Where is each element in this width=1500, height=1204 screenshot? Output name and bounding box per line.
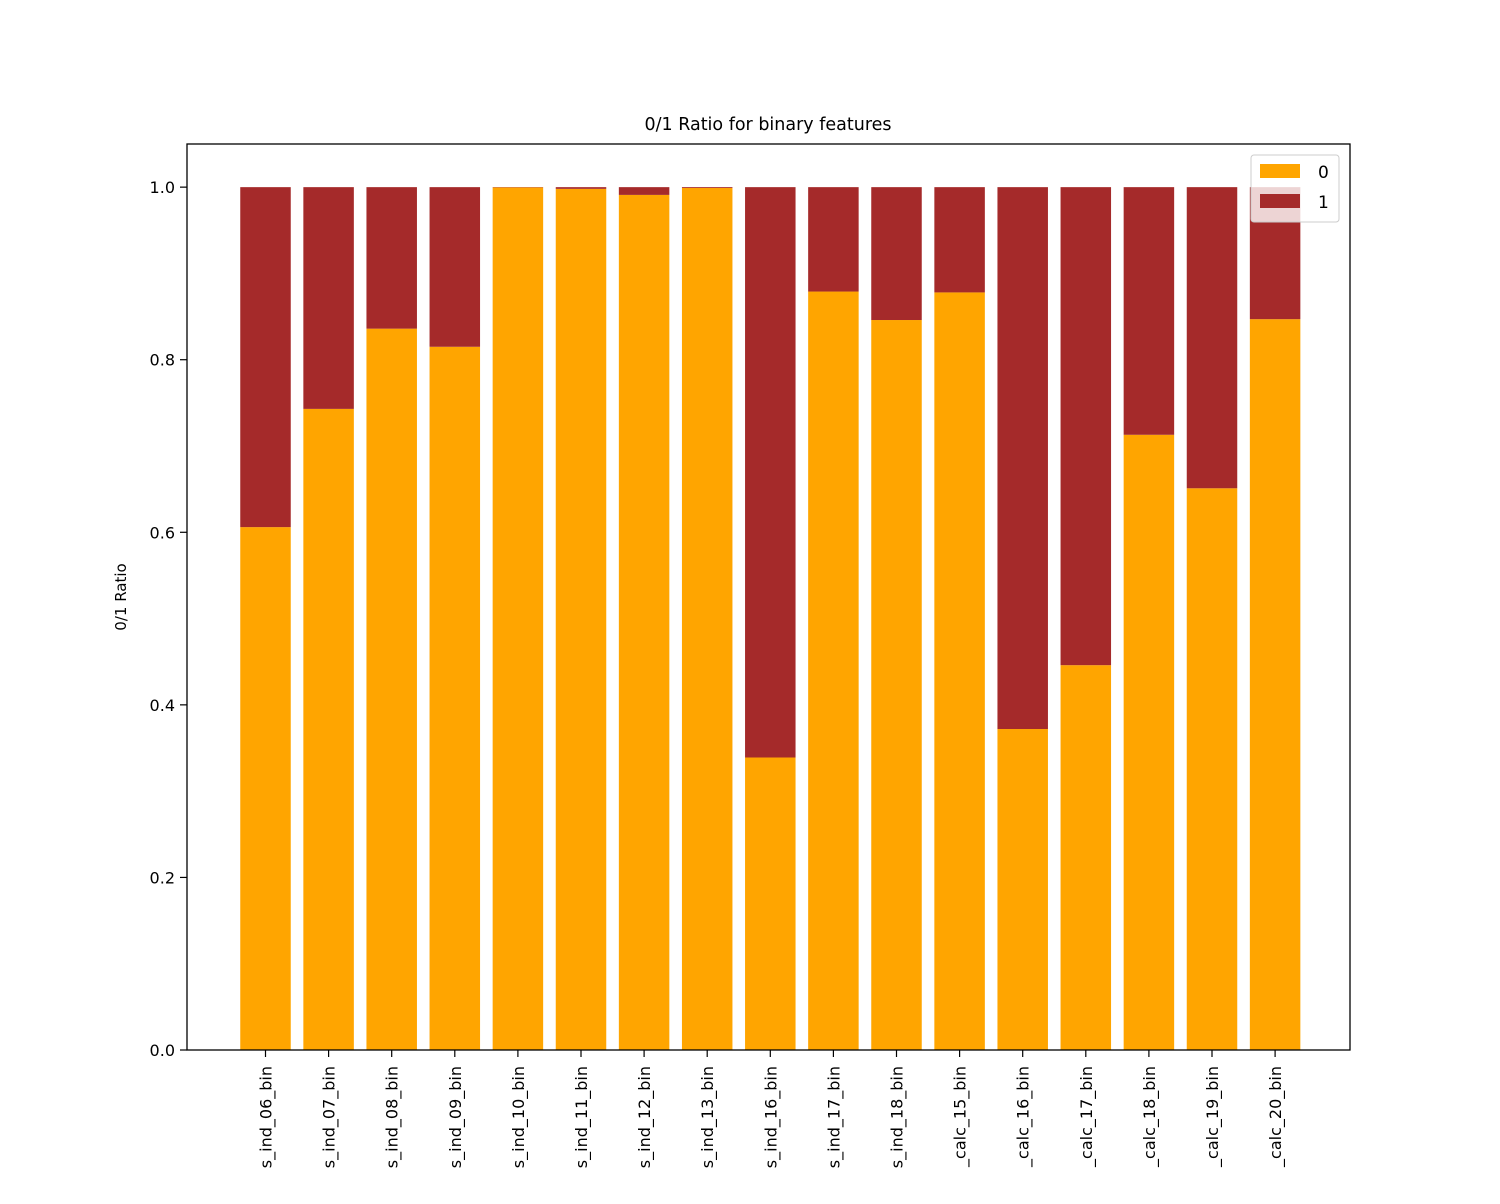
bar-_calc_16_bin-series-1 <box>997 187 1047 729</box>
bars-layer <box>240 187 1300 1050</box>
legend-swatch-0 <box>1260 164 1300 178</box>
bar-_calc_17_bin-series-1 <box>1061 187 1112 665</box>
legend: 01 <box>1251 155 1339 222</box>
x-tick-label: s_ind_18_bin <box>888 1066 908 1168</box>
y-tick-label: 1.0 <box>150 178 175 197</box>
bar-s_ind_10_bin-series-0 <box>493 187 544 1050</box>
legend-swatch-1 <box>1260 194 1300 208</box>
bar-s_ind_11_bin-series-0 <box>556 189 607 1050</box>
x-tick-label: s_ind_06_bin <box>257 1066 277 1168</box>
x-tick-label: s_ind_11_bin <box>572 1066 592 1168</box>
bar-_calc_16_bin-series-0 <box>997 729 1047 1050</box>
bar-s_ind_17_bin-series-1 <box>808 187 859 291</box>
bar-_calc_20_bin-series-0 <box>1250 319 1301 1050</box>
y-axis-label: 0/1 Ratio <box>112 563 130 630</box>
bar-s_ind_13_bin-series-1 <box>682 187 733 188</box>
bar-s_ind_11_bin-series-1 <box>556 187 607 189</box>
x-tick-label: s_ind_07_bin <box>320 1066 340 1168</box>
x-tick-label: s_ind_09_bin <box>446 1066 466 1168</box>
x-axis: s_ind_06_bin s_ind_07_bin s_ind_08_bin s_in… <box>257 1050 1287 1168</box>
bar-s_ind_07_bin-series-0 <box>303 409 354 1050</box>
chart-title: 0/1 Ratio for binary features <box>644 115 891 135</box>
x-tick-label: _calc_20_bin <box>1266 1066 1286 1168</box>
bar-_calc_18_bin-series-0 <box>1124 435 1175 1050</box>
bar-s_ind_08_bin-series-0 <box>366 329 417 1050</box>
x-tick-label: s_ind_12_bin <box>635 1066 655 1168</box>
x-tick-label: _calc_15_bin <box>951 1066 971 1168</box>
bar-s_ind_07_bin-series-1 <box>303 187 354 409</box>
bar-s_ind_18_bin-series-0 <box>871 320 922 1050</box>
y-tick-label: 0.4 <box>150 696 175 715</box>
legend-label-1: 1 <box>1318 193 1329 213</box>
x-tick-label: s_ind_17_bin <box>824 1066 844 1168</box>
x-tick-label: _calc_16_bin <box>1014 1066 1034 1168</box>
bar-_calc_18_bin-series-1 <box>1124 187 1175 435</box>
x-tick-label: s_ind_13_bin <box>698 1066 718 1168</box>
bar-_calc_17_bin-series-0 <box>1061 665 1112 1050</box>
bar-s_ind_13_bin-series-0 <box>682 188 733 1050</box>
bar-_calc_19_bin-series-1 <box>1187 187 1238 488</box>
y-tick-label: 0.8 <box>150 351 175 370</box>
y-tick-label: 0.2 <box>150 868 175 887</box>
bar-s_ind_06_bin-series-1 <box>240 187 291 527</box>
bar-s_ind_12_bin-series-0 <box>619 195 670 1050</box>
x-tick-label: _calc_18_bin <box>1140 1066 1160 1168</box>
bar-s_ind_08_bin-series-1 <box>366 187 417 329</box>
bar-_calc_15_bin-series-0 <box>934 292 985 1050</box>
x-tick-label: _calc_19_bin <box>1203 1066 1223 1168</box>
x-tick-label: s_ind_10_bin <box>509 1066 529 1168</box>
y-tick-label: 0.0 <box>150 1041 175 1060</box>
bar-s_ind_18_bin-series-1 <box>871 187 922 320</box>
x-tick-label: s_ind_08_bin <box>383 1066 403 1168</box>
legend-label-0: 0 <box>1318 163 1329 183</box>
bar-s_ind_17_bin-series-0 <box>808 292 859 1050</box>
bar-s_ind_12_bin-series-1 <box>619 187 670 195</box>
bar-s_ind_16_bin-series-1 <box>745 187 796 757</box>
x-tick-label: _calc_17_bin <box>1077 1066 1097 1168</box>
bar-s_ind_06_bin-series-0 <box>240 527 291 1050</box>
x-tick-label: s_ind_16_bin <box>761 1066 781 1168</box>
bar-s_ind_16_bin-series-0 <box>745 757 796 1050</box>
bar-_calc_15_bin-series-1 <box>934 187 985 292</box>
y-tick-label: 0.6 <box>150 523 175 542</box>
bar-s_ind_09_bin-series-1 <box>430 187 481 347</box>
bar-_calc_19_bin-series-0 <box>1187 488 1238 1050</box>
y-axis: 0.0 0.2 0.4 0.6 0.8 1.0 <box>150 178 187 1060</box>
bar-s_ind_09_bin-series-0 <box>430 347 481 1050</box>
